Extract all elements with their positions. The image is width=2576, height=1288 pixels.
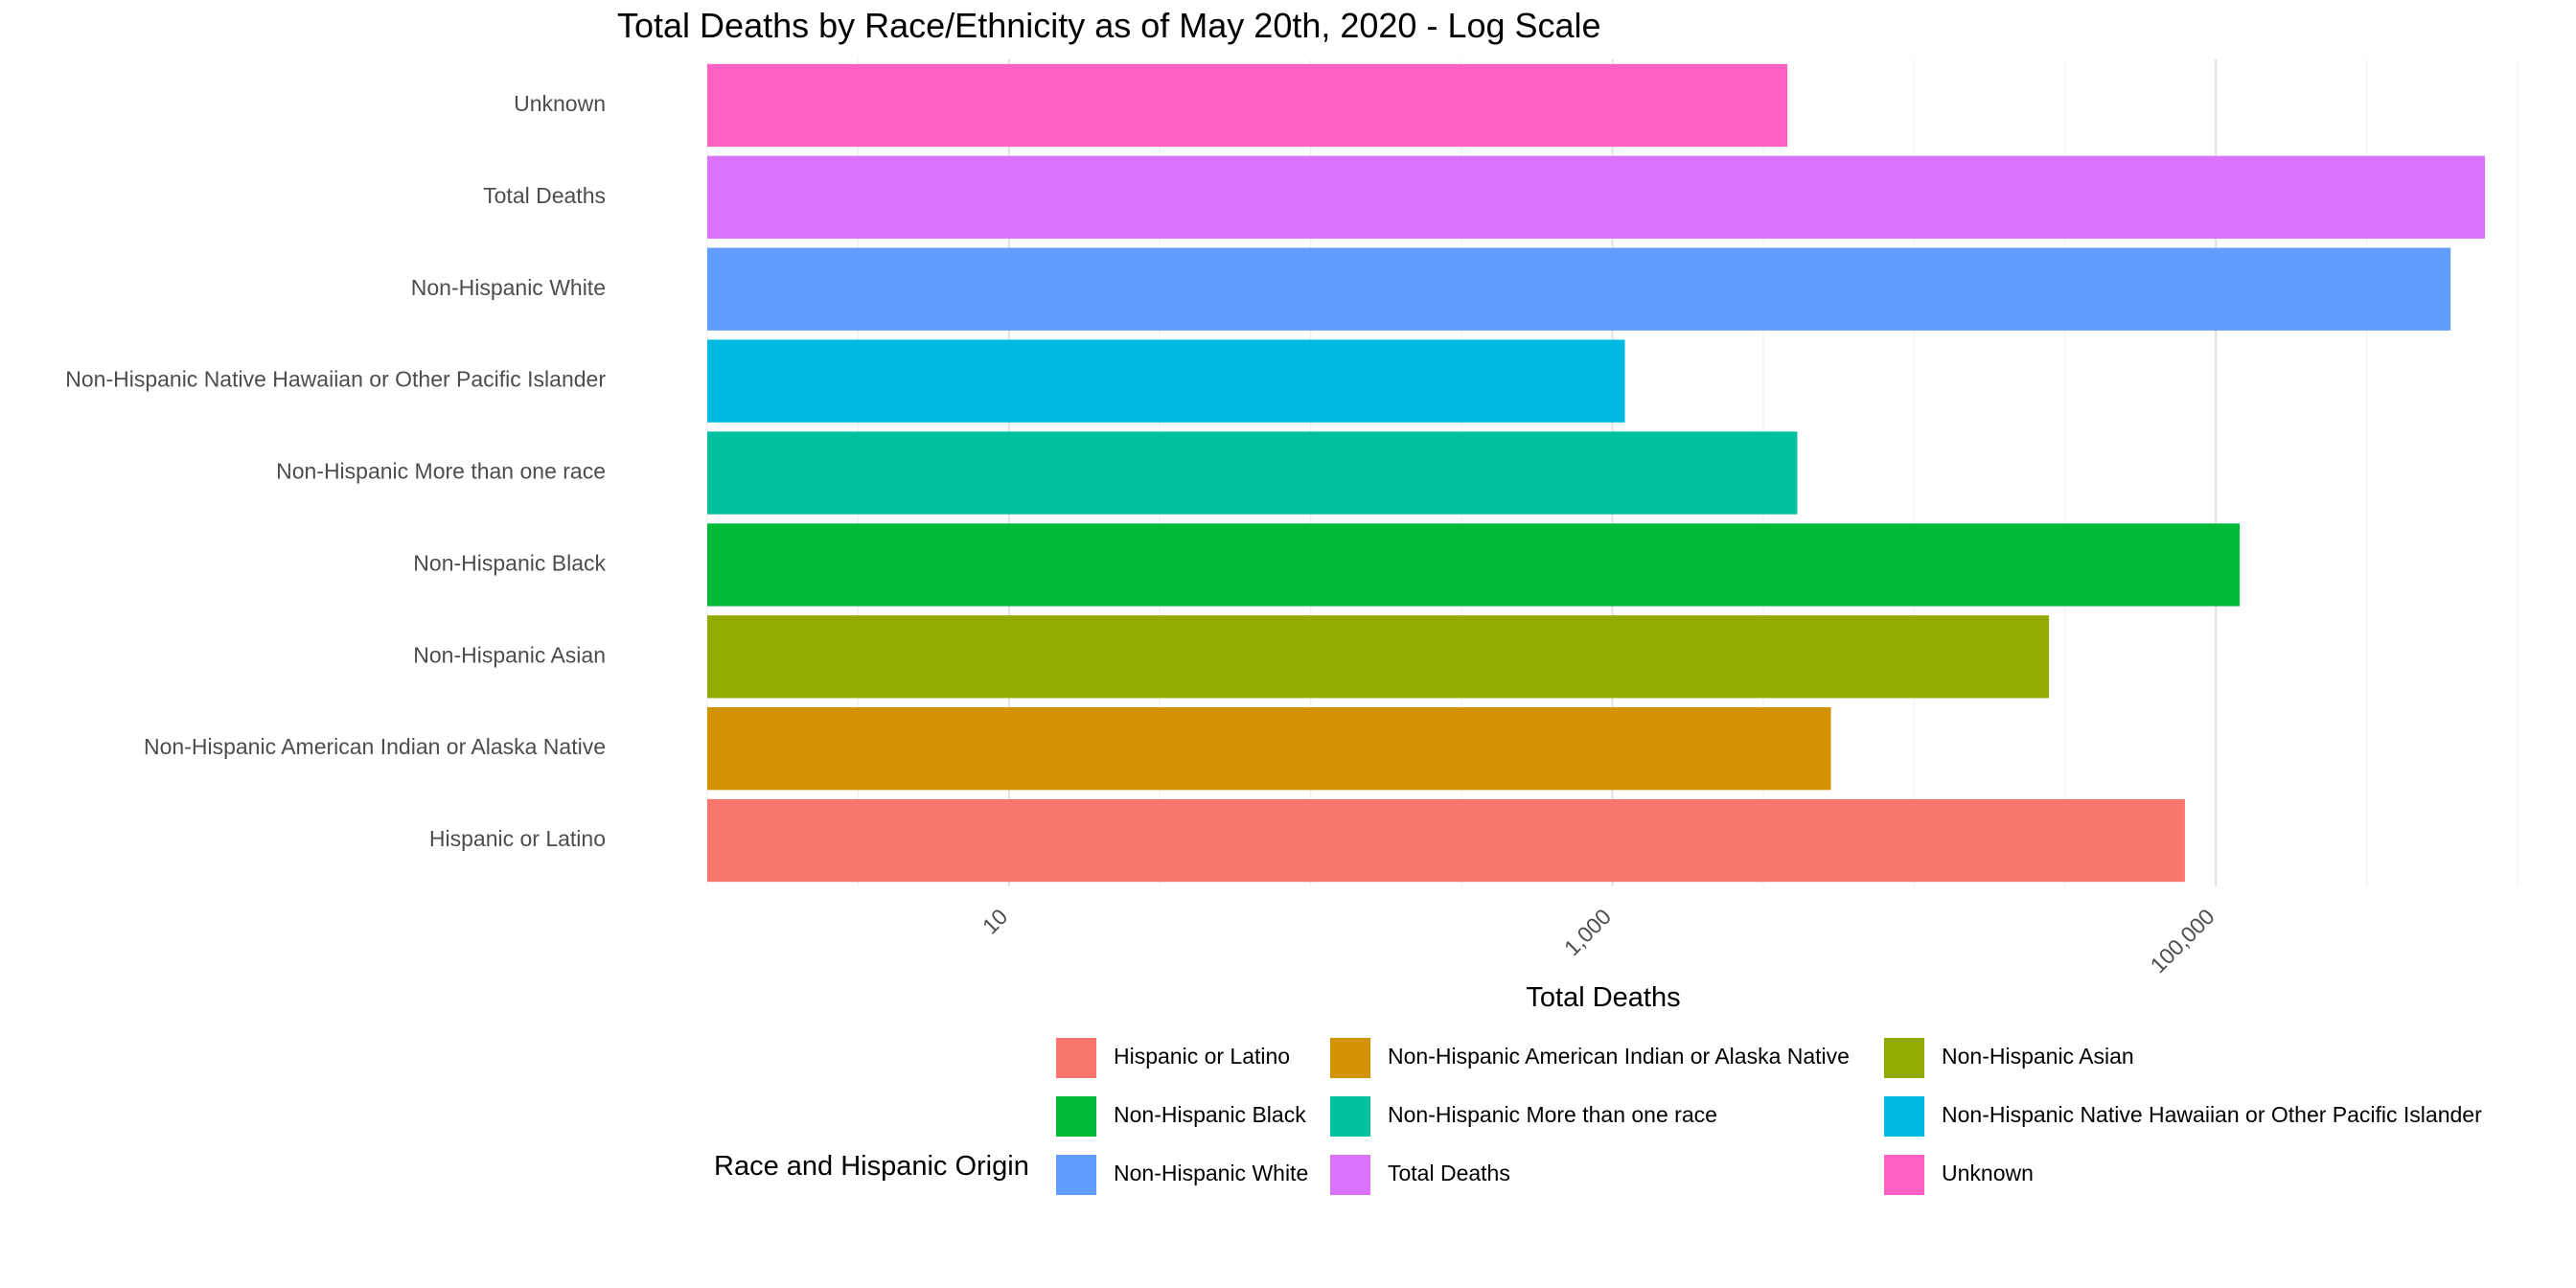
x-axis-title: Total Deaths	[1526, 982, 1680, 1013]
legend-label: Non-Hispanic More than one race	[1388, 1102, 1717, 1127]
legend-label: Non-Hispanic Black	[1114, 1102, 1306, 1127]
bar	[707, 523, 2241, 607]
legend-key	[1056, 1038, 1096, 1078]
legend-title: Race and Hispanic Origin	[714, 1151, 1029, 1182]
x-tick-labels: 10 1,000 100,000	[978, 904, 2220, 978]
category-label: Unknown	[514, 91, 606, 116]
x-tick-label: 1,000	[1559, 904, 1616, 960]
legend-key	[1330, 1155, 1370, 1195]
bar	[707, 798, 2185, 883]
legend-label: Hispanic or Latino	[1114, 1044, 1290, 1069]
category-label: Hispanic or Latino	[429, 826, 606, 851]
legend-key	[1884, 1096, 1924, 1137]
legend-label: Total Deaths	[1388, 1161, 1510, 1185]
category-label: Non-Hispanic White	[411, 275, 606, 300]
category-label: Non-Hispanic Native Hawaiian or Other Pa…	[65, 367, 606, 392]
legend-label: Non-Hispanic White	[1114, 1161, 1308, 1185]
bar	[707, 615, 2050, 699]
bar	[707, 431, 1798, 515]
legend-key	[1056, 1096, 1096, 1137]
bar	[707, 155, 2486, 239]
category-label: Non-Hispanic American Indian or Alaska N…	[144, 734, 606, 759]
bar	[707, 63, 1788, 148]
legend-key	[1056, 1155, 1096, 1195]
legend-key	[1884, 1155, 1924, 1195]
legend-key	[1330, 1038, 1370, 1078]
legend: Hispanic or Latino Non-Hispanic American …	[1056, 1038, 2482, 1195]
legend-label: Non-Hispanic Native Hawaiian or Other Pa…	[1942, 1102, 2482, 1127]
bars	[707, 63, 2486, 883]
x-tick-label: 10	[978, 904, 1012, 938]
chart-title: Total Deaths by Race/Ethnicity as of May…	[617, 6, 1601, 45]
legend-label: Non-Hispanic American Indian or Alaska N…	[1388, 1044, 1850, 1069]
bar	[707, 247, 2451, 331]
legend-label: Non-Hispanic Asian	[1942, 1044, 2134, 1069]
legend-key	[1330, 1096, 1370, 1137]
category-label: Non-Hispanic More than one race	[276, 459, 606, 484]
bar	[707, 707, 1831, 791]
category-labels: Hispanic or Latino Non-Hispanic American …	[65, 91, 606, 851]
legend-key	[1884, 1038, 1924, 1078]
category-label: Non-Hispanic Asian	[413, 642, 606, 667]
legend-label: Unknown	[1942, 1161, 2034, 1185]
category-label: Non-Hispanic Black	[413, 550, 606, 575]
category-label: Total Deaths	[483, 183, 606, 208]
bar	[707, 339, 1625, 423]
x-tick-label: 100,000	[2146, 904, 2220, 978]
